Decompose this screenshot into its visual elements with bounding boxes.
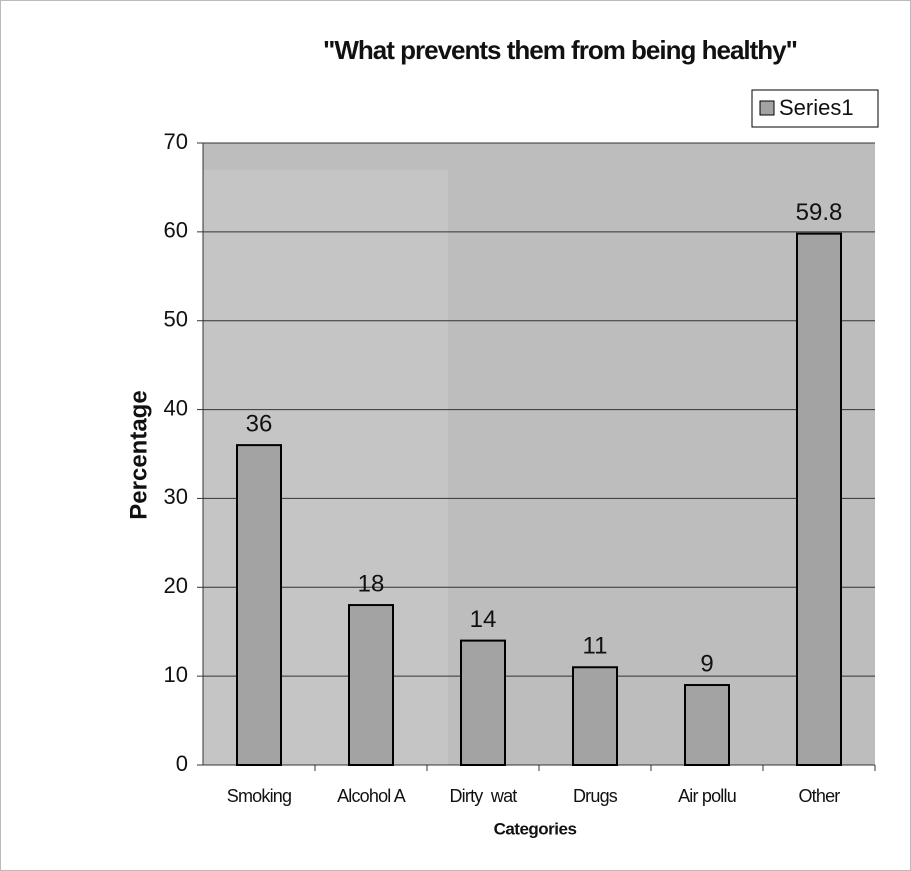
legend-swatch <box>759 100 775 116</box>
x-tick-label: Air pollu <box>678 786 736 806</box>
data-label: 18 <box>358 570 385 597</box>
bar <box>684 684 730 766</box>
bar <box>796 232 842 767</box>
x-tick-label: Other <box>798 786 840 806</box>
y-tick-label: 0 <box>176 751 188 776</box>
bar <box>348 604 394 766</box>
legend-label: Series1 <box>779 95 854 120</box>
y-tick-label: 70 <box>164 129 188 154</box>
y-tick-label: 50 <box>164 307 188 332</box>
x-tick-label: Smoking <box>227 786 291 806</box>
y-tick-label: 20 <box>164 573 188 598</box>
bar <box>236 444 282 766</box>
data-label: 11 <box>583 633 608 660</box>
x-tick-label: Dirty wat <box>449 786 517 806</box>
data-label: 14 <box>470 606 497 633</box>
bar <box>572 666 618 766</box>
chart-title: "What prevents them from being healthy" <box>323 35 797 65</box>
x-axis-label: Categories <box>494 819 577 838</box>
y-axis-label: Percentage <box>125 390 152 519</box>
x-tick-label: Alcohol A <box>337 786 406 806</box>
y-tick-label: 30 <box>164 484 188 509</box>
y-tick-label: 60 <box>164 218 188 243</box>
x-tick-label: Drugs <box>573 786 618 806</box>
data-label: 36 <box>246 410 273 437</box>
data-label: 59.8 <box>796 199 843 226</box>
bar <box>460 639 506 766</box>
legend <box>751 89 879 128</box>
y-tick-label: 10 <box>164 662 188 687</box>
y-tick-label: 40 <box>164 395 188 420</box>
data-label: 9 <box>700 650 713 677</box>
